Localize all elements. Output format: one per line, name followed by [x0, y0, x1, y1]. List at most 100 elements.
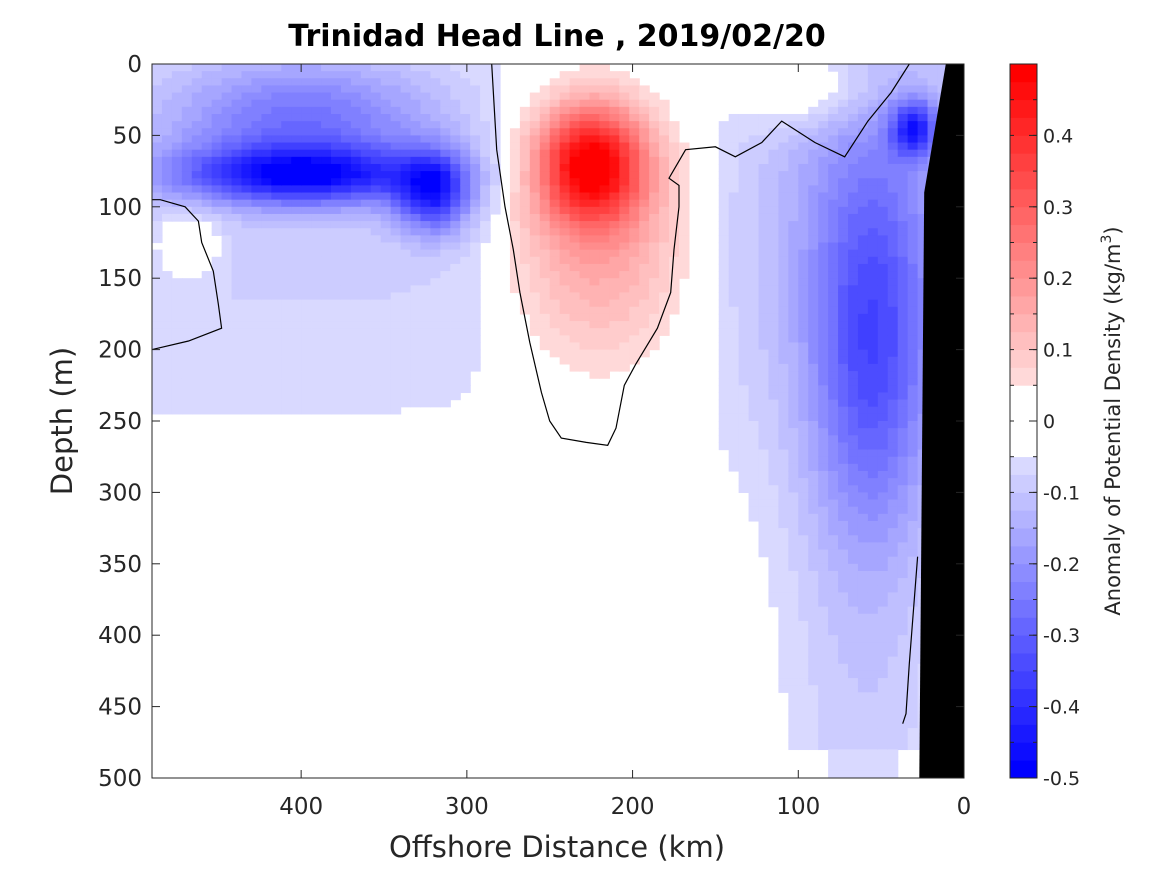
heatmap-cell: [728, 299, 740, 308]
heatmap-cell: [470, 249, 481, 258]
heatmap-cell: [907, 513, 919, 522]
heatmap-cell: [897, 620, 909, 629]
heatmap-cell: [410, 278, 422, 286]
heatmap-cell: [311, 392, 322, 401]
heatmap-cell: [360, 221, 372, 229]
heatmap-cell: [808, 221, 819, 229]
heatmap-cell: [330, 121, 342, 129]
heatmap-cell: [529, 242, 541, 251]
heatmap-cell: [907, 485, 919, 493]
heatmap-cell: [887, 678, 899, 686]
heatmap-cell: [669, 299, 680, 308]
heatmap-cell: [470, 185, 481, 194]
heatmap-cell: [340, 149, 352, 158]
heatmap-cell: [519, 306, 531, 315]
heatmap-cell: [649, 142, 660, 151]
heatmap-cell: [231, 356, 243, 365]
heatmap-cell: [400, 92, 412, 101]
heatmap-cell: [758, 442, 770, 451]
heatmap-cell: [241, 113, 253, 122]
heatmap-cell: [818, 299, 829, 308]
heatmap-cell: [569, 313, 581, 322]
heatmap-cell: [161, 292, 173, 301]
heatmap-cell: [738, 342, 750, 351]
heatmap-cell: [907, 692, 919, 701]
heatmap-cell: [778, 678, 789, 686]
heatmap-cell: [907, 321, 919, 329]
heatmap-cell: [848, 678, 859, 686]
heatmap-cell: [718, 135, 730, 144]
heatmap-cell: [808, 713, 819, 722]
heatmap-cell: [152, 142, 163, 151]
heatmap-cell: [559, 321, 571, 329]
heatmap-cell: [181, 392, 193, 401]
heatmap-cell: [231, 263, 243, 272]
heatmap-cell: [191, 213, 203, 222]
heatmap-cell: [460, 242, 471, 251]
heatmap-cell: [778, 578, 789, 586]
heatmap-cell: [509, 185, 521, 194]
heatmap-cell: [171, 278, 183, 286]
heatmap-cell: [748, 456, 760, 465]
heatmap-cell: [211, 192, 223, 201]
heatmap-cell: [400, 142, 412, 151]
heatmap-cell: [867, 770, 879, 778]
heatmap-cell: [529, 249, 541, 258]
heatmap-cell: [311, 85, 322, 94]
heatmap-cell: [539, 278, 551, 286]
heatmap-cell: [569, 292, 581, 301]
heatmap-cell: [380, 106, 392, 115]
heatmap-cell: [867, 456, 879, 465]
heatmap-cell: [629, 192, 640, 201]
heatmap-cell: [867, 178, 879, 186]
heatmap-cell: [738, 292, 750, 301]
heatmap-cell: [211, 99, 223, 108]
heatmap-cell: [887, 235, 899, 244]
heatmap-cell: [161, 385, 173, 394]
heatmap-cell: [838, 378, 849, 386]
heatmap-cell: [738, 371, 750, 379]
heatmap-cell: [738, 328, 750, 336]
heatmap-cell: [360, 278, 372, 286]
heatmap-cell: [758, 185, 770, 194]
heatmap-cell: [848, 742, 859, 751]
heatmap-cell: [778, 349, 789, 358]
heatmap-cell: [828, 520, 839, 529]
heatmap-cell: [271, 163, 282, 172]
heatmap-cell: [629, 306, 640, 315]
heatmap-cell: [848, 235, 859, 244]
heatmap-cell: [321, 92, 332, 101]
heatmap-cell: [350, 299, 362, 308]
heatmap-cell: [877, 442, 889, 451]
heatmap-cell: [321, 178, 332, 186]
heatmap-cell: [788, 335, 799, 344]
heatmap-cell: [818, 528, 829, 536]
heatmap-cell: [828, 163, 839, 172]
heatmap-cell: [798, 192, 809, 201]
heatmap-cell: [887, 349, 899, 358]
heatmap-cell: [728, 113, 740, 122]
heatmap-cell: [758, 349, 770, 358]
heatmap-cell: [897, 442, 909, 451]
heatmap-cell: [420, 263, 431, 272]
heatmap-cell: [311, 192, 322, 201]
heatmap-cell: [340, 135, 352, 144]
heatmap-cell: [271, 356, 282, 365]
heatmap-cell: [509, 263, 521, 272]
heatmap-cell: [857, 199, 869, 208]
heatmap-cell: [768, 585, 779, 593]
heatmap-cell: [390, 385, 402, 394]
heatmap-cell: [818, 599, 829, 608]
heatmap-cell: [211, 299, 223, 308]
heatmap-cell: [241, 328, 253, 336]
heatmap-cell: [599, 278, 610, 286]
heatmap-cell: [559, 313, 571, 322]
heatmap-cell: [907, 535, 919, 543]
heatmap-cell: [152, 292, 163, 301]
heatmap-cell: [857, 542, 869, 551]
heatmap-cell: [291, 178, 302, 186]
heatmap-cell: [450, 228, 461, 236]
heatmap-cell: [838, 485, 849, 493]
heatmap-cell: [818, 99, 829, 108]
heatmap-cell: [330, 213, 342, 222]
